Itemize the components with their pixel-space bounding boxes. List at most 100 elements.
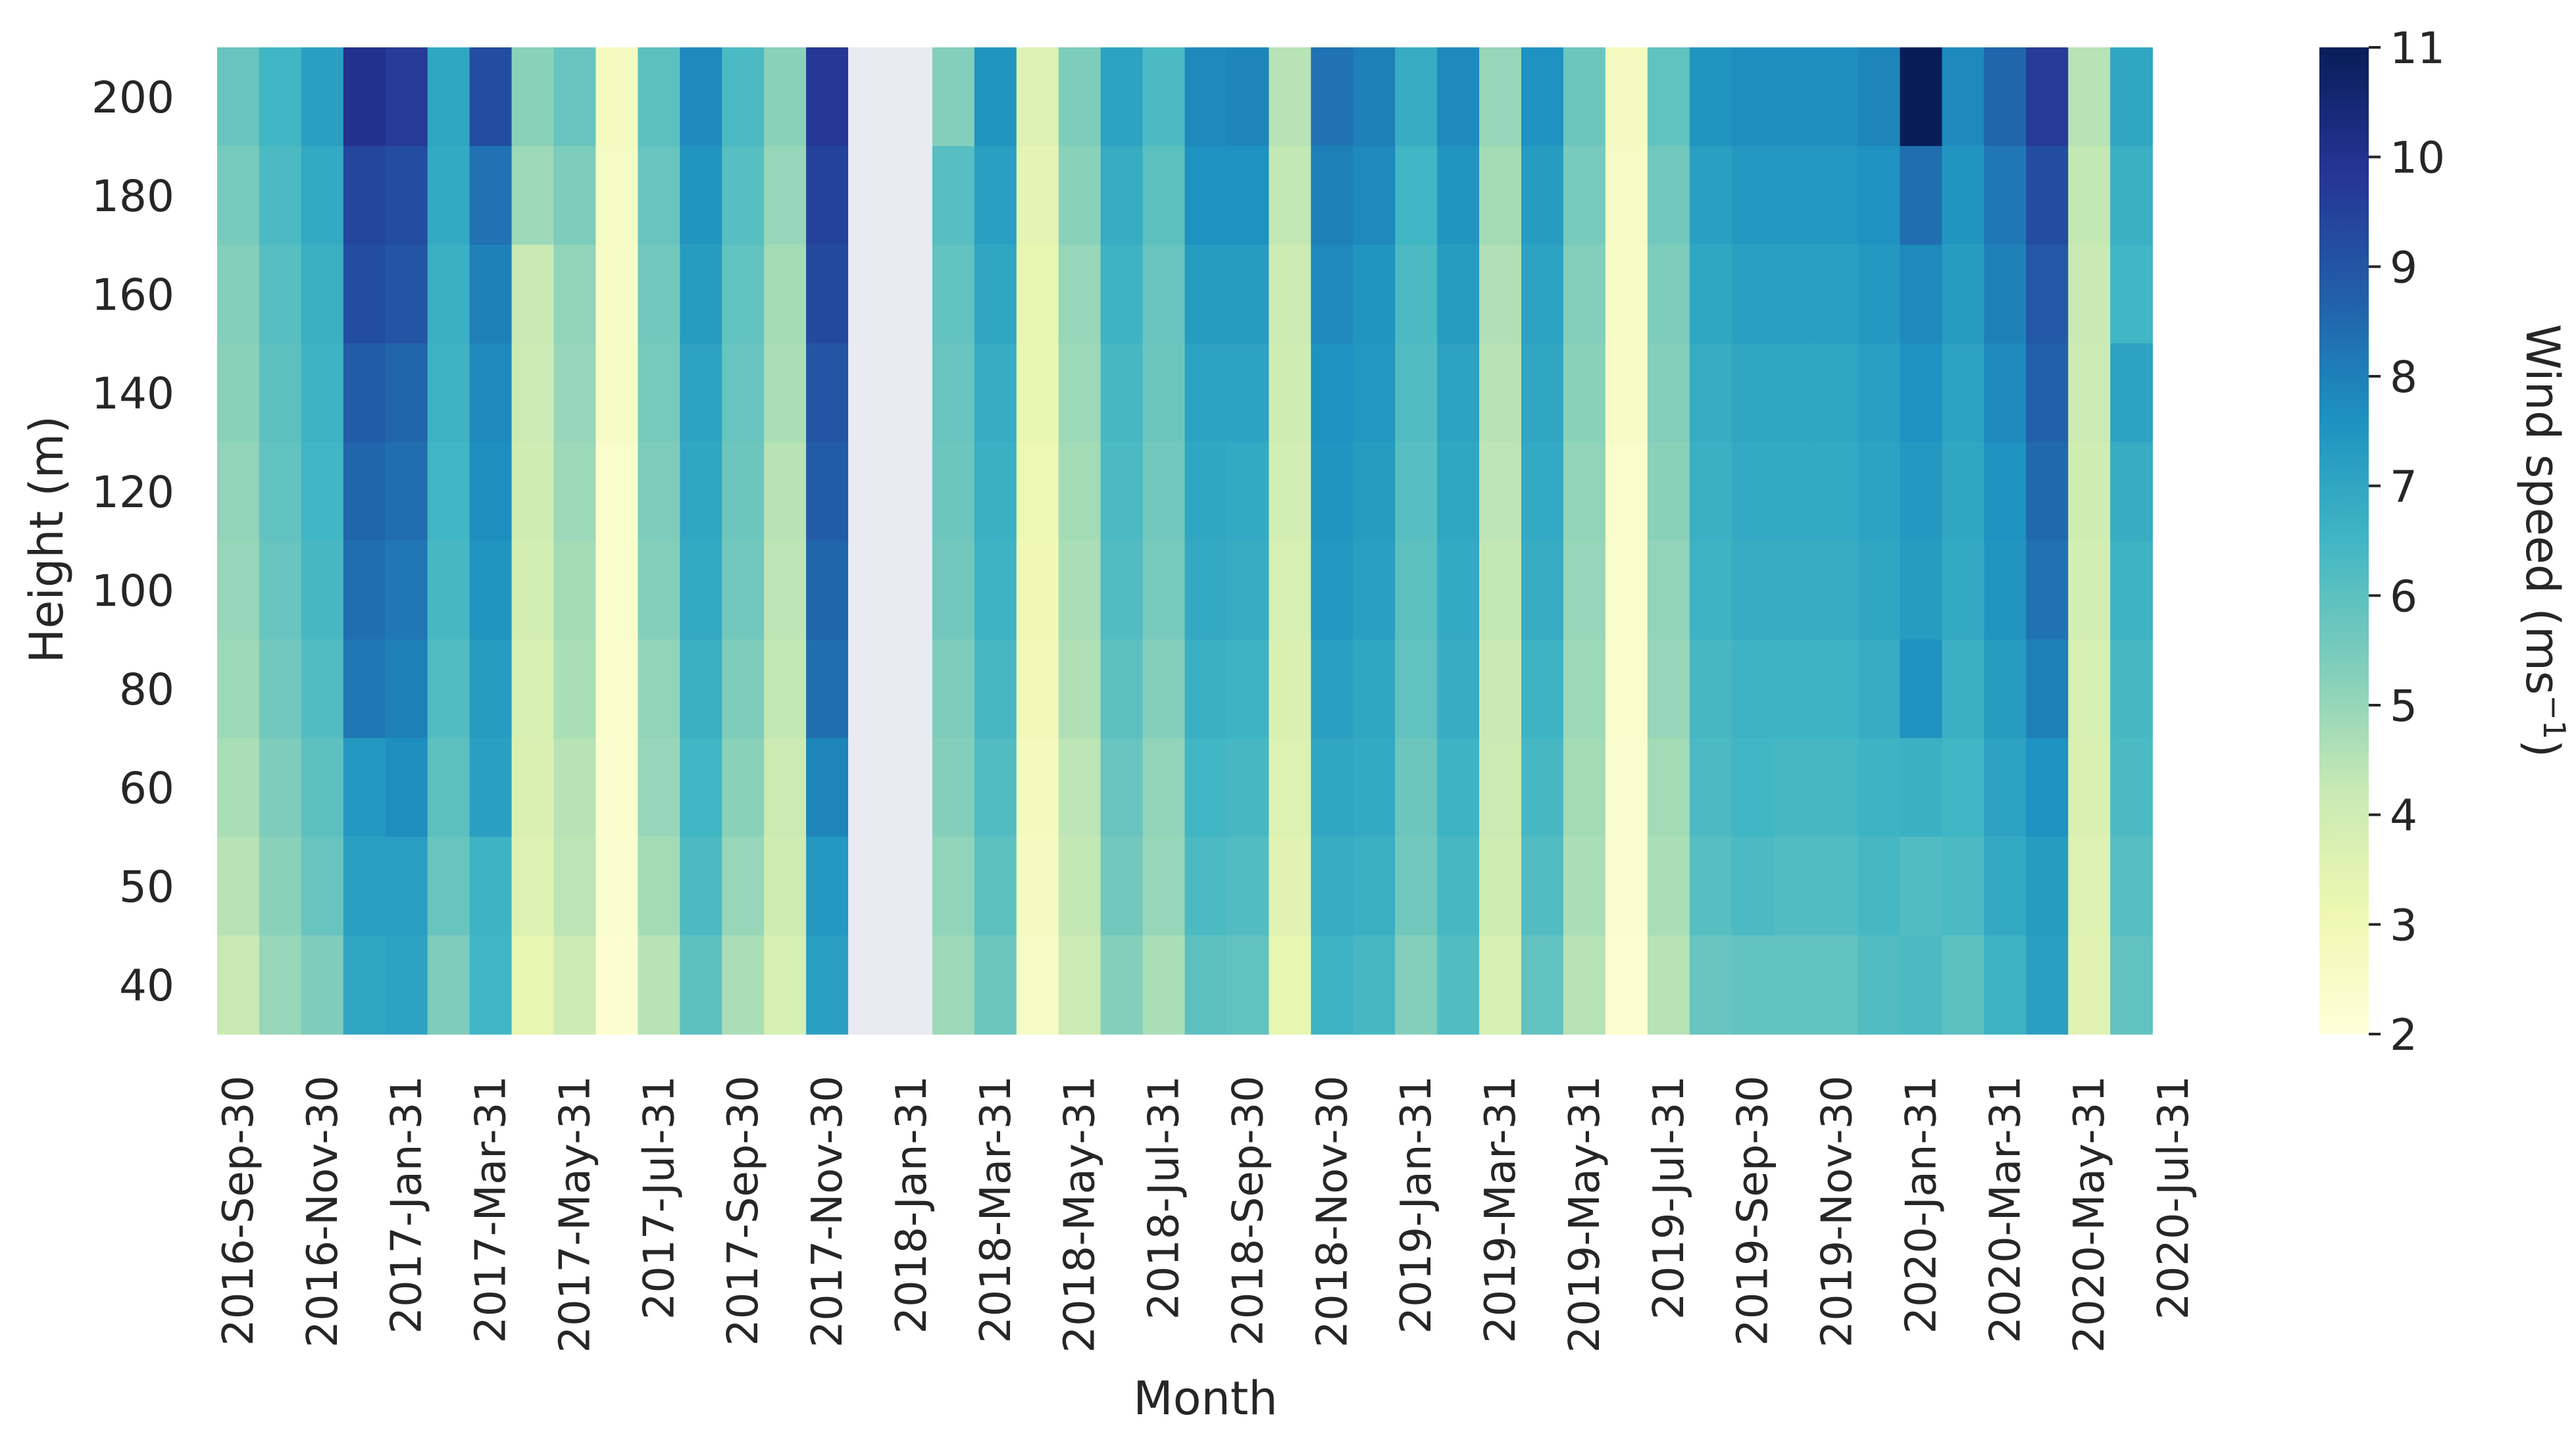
- heatmap-cell: [1773, 935, 1817, 1035]
- heatmap-cell: [1437, 935, 1480, 1035]
- heatmap-cell: [1058, 837, 1101, 936]
- heatmap-cell: [1984, 738, 2027, 837]
- heatmap-cell: [932, 442, 975, 541]
- heatmap-cell: [722, 935, 765, 1035]
- heatmap-cell: [1142, 935, 1186, 1035]
- heatmap-cell: [511, 738, 555, 837]
- heatmap-cell: [1563, 442, 1606, 541]
- heatmap-cell: [722, 541, 765, 640]
- heatmap-cell: [1058, 541, 1101, 640]
- heatmap-cell: [343, 343, 386, 443]
- heatmap-cell: [511, 442, 555, 541]
- heatmap-cell: [1731, 442, 1775, 541]
- heatmap-cell: [553, 738, 597, 837]
- heatmap-cell: [1100, 935, 1144, 1035]
- heatmap-cell: [469, 639, 513, 739]
- heatmap-cell: [1269, 541, 1312, 640]
- heatmap-cell: [469, 541, 513, 640]
- heatmap-cell: [890, 442, 933, 541]
- x-tick-label: 2020-Mar-31: [1981, 1076, 2030, 1343]
- heatmap-cell: [1353, 738, 1396, 837]
- heatmap-cell: [2026, 935, 2069, 1035]
- heatmap-cell: [722, 738, 765, 837]
- heatmap-cell: [1521, 442, 1564, 541]
- heatmap-cell: [1269, 146, 1312, 245]
- heatmap-cell: [595, 146, 639, 245]
- heatmap-cell: [1605, 837, 1648, 936]
- heatmap-cell: [1900, 47, 1943, 147]
- heatmap-cell: [764, 639, 807, 739]
- heatmap-cell: [1773, 343, 1817, 443]
- heatmap-cell: [680, 639, 723, 739]
- colorbar-ticks: 2 3 4 5 6 7 8 9 10 11: [2369, 23, 2445, 1060]
- heatmap-cell: [932, 146, 975, 245]
- heatmap-cell: [1815, 146, 1859, 245]
- heatmap-cell: [217, 837, 260, 936]
- heatmap-cell: [1605, 442, 1648, 541]
- heatmap-cell: [680, 837, 723, 936]
- heatmap-cell: [217, 146, 260, 245]
- heatmap-cell: [1142, 245, 1186, 344]
- heatmap-cell: [1605, 47, 1648, 147]
- colorbar-tick-label: 3: [2390, 900, 2417, 951]
- heatmap-cell: [1857, 343, 1901, 443]
- heatmap-cell: [595, 837, 639, 936]
- heatmap-cell: [1815, 541, 1859, 640]
- heatmap-cell: [932, 541, 975, 640]
- heatmap-cell: [1437, 146, 1480, 245]
- heatmap-cell: [1731, 146, 1775, 245]
- heatmap-cell: [1395, 639, 1438, 739]
- y-tick-label: 200: [91, 72, 174, 123]
- heatmap-cell: [469, 738, 513, 837]
- heatmap-cell: [848, 935, 891, 1035]
- heatmap-cell: [1226, 343, 1270, 443]
- heatmap-cell: [385, 639, 428, 739]
- heatmap-cell: [890, 541, 933, 640]
- heatmap-cell: [2110, 541, 2153, 640]
- heatmap-cell: [1689, 541, 1732, 640]
- heatmap-cell: [1984, 837, 2027, 936]
- heatmap-cell: [1269, 738, 1312, 837]
- heatmap-cell: [1058, 442, 1101, 541]
- heatmap-cell: [1984, 442, 2027, 541]
- heatmap-cell: [1016, 245, 1059, 344]
- heatmap-cell: [1900, 343, 1943, 443]
- heatmap-cell: [806, 935, 849, 1035]
- heatmap-cell: [806, 47, 849, 147]
- y-tick-label: 80: [119, 664, 174, 715]
- heatmap-cell: [1647, 541, 1690, 640]
- heatmap-cell: [1226, 541, 1270, 640]
- heatmap-cell: [1184, 146, 1228, 245]
- heatmap-cell: [259, 935, 302, 1035]
- x-tick-label: 2017-May-31: [551, 1076, 600, 1353]
- heatmap-cell: [1100, 343, 1144, 443]
- x-axis-label: Month: [1133, 1372, 1277, 1425]
- heatmap-cell: [2026, 639, 2069, 739]
- heatmap-cell: [764, 47, 807, 147]
- heatmap-cell: [974, 738, 1017, 837]
- heatmap-cell: [1815, 47, 1859, 147]
- heatmap-cell: [259, 837, 302, 936]
- heatmap-cell: [2110, 343, 2153, 443]
- heatmap-cell: [385, 442, 428, 541]
- heatmap-cell: [2068, 935, 2111, 1035]
- heatmap-cell: [469, 47, 513, 147]
- heatmap-cell: [1479, 245, 1522, 344]
- heatmap-cell: [1353, 47, 1396, 147]
- heatmap-cell: [1353, 245, 1396, 344]
- colorbar-label-main: Wind speed (ms: [2515, 324, 2569, 695]
- heatmap-cell: [217, 343, 260, 443]
- heatmap-cell: [385, 738, 428, 837]
- heatmap-cell: [932, 343, 975, 443]
- heatmap-cell: [680, 442, 723, 541]
- heatmap-cell: [385, 343, 428, 443]
- heatmap-cell: [1226, 47, 1270, 147]
- heatmap-cell: [1731, 837, 1775, 936]
- heatmap-cell: [301, 47, 344, 147]
- heatmap-cell: [1395, 343, 1438, 443]
- heatmap-cell: [1100, 639, 1144, 739]
- heatmap-cell: [1184, 541, 1228, 640]
- heatmap-cell: [1900, 146, 1943, 245]
- heatmap-cell: [1437, 343, 1480, 443]
- heatmap-cell: [1395, 146, 1438, 245]
